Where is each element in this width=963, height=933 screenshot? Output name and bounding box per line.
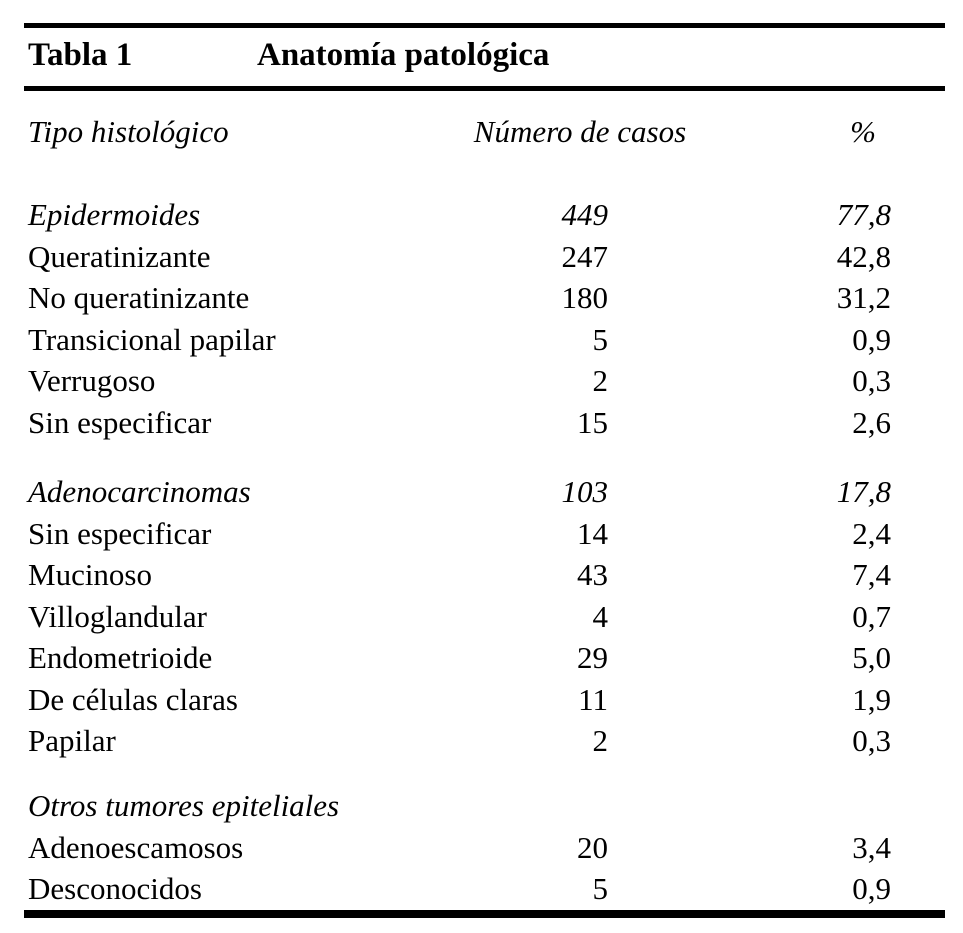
- cases-value: 11: [578, 681, 608, 717]
- row-label: Villoglandular: [28, 598, 207, 634]
- cases-value: 5: [592, 871, 609, 906]
- cases-value: 4: [592, 598, 609, 634]
- cases-value: 247: [561, 238, 609, 274]
- top-rule: [24, 23, 945, 28]
- section-spacer: [24, 762, 945, 786]
- cases-value: 29: [577, 640, 608, 675]
- row-label: Sin especificar: [28, 515, 212, 551]
- table-row: Adenoescamosos 20 3,4: [24, 827, 945, 869]
- percent-value: 0,9: [852, 321, 891, 357]
- percent-value: 1,9: [852, 681, 891, 717]
- row-label: Endometrioide: [28, 640, 213, 675]
- row-label: Adenoescamosos: [28, 829, 244, 865]
- column-header-percent: %: [850, 114, 876, 149]
- row-label: Desconocidos: [28, 871, 202, 906]
- percent-value: 2,4: [852, 515, 891, 551]
- table-row: No queratinizante 180 31,2: [24, 277, 945, 319]
- column-header-num-cases: Número de casos: [473, 114, 687, 149]
- table-body: Epidermoides 449 77,8 Queratinizante 247…: [24, 194, 945, 910]
- cases-value: 2: [592, 363, 609, 398]
- column-header-row: Tipo histológico Número de casos %: [24, 111, 945, 152]
- group-header-row: Adenocarcinomas 103 17,8: [24, 471, 945, 513]
- table-row: Sin especificar 14 2,4: [24, 513, 945, 555]
- cases-value: 15: [577, 404, 608, 440]
- table-heading: Anatomía patológica: [257, 37, 550, 73]
- table-row: Queratinizante 247 42,8: [24, 236, 945, 278]
- row-label: Sin especificar: [28, 404, 212, 440]
- cases-value: 449: [561, 197, 609, 232]
- row-label: De células claras: [28, 681, 238, 717]
- row-label: Transicional papilar: [28, 321, 276, 357]
- percent-value: 42,8: [836, 238, 891, 274]
- cases-value: 20: [577, 829, 608, 865]
- group-label: Adenocarcinomas: [28, 474, 251, 509]
- cases-value: 2: [592, 723, 609, 758]
- header-rule: [24, 86, 945, 91]
- bottom-rule: [24, 910, 945, 918]
- row-label: Mucinoso: [28, 557, 152, 592]
- table-row: Verrugoso 2 0,3: [24, 360, 945, 402]
- percent-value: 0,7: [852, 598, 891, 634]
- percent-value: 7,4: [852, 557, 891, 592]
- percent-value: 0,3: [852, 723, 891, 758]
- row-label: No queratinizante: [28, 280, 250, 315]
- table-row: Villoglandular 4 0,7: [24, 596, 945, 638]
- table-row: Papilar 2 0,3: [24, 720, 945, 762]
- percent-value: 2,6: [852, 404, 891, 440]
- section-spacer: [24, 443, 945, 471]
- group-label: Otros tumores epiteliales: [28, 788, 340, 823]
- table-row: Desconocidos 5 0,9: [24, 868, 945, 910]
- group-header-row: Epidermoides 449 77,8: [24, 194, 945, 236]
- table-row: Mucinoso 43 7,4: [24, 554, 945, 596]
- cases-value: 14: [577, 515, 608, 551]
- column-header-histologic-type: Tipo histológico: [28, 114, 229, 149]
- group-header-row: Otros tumores epiteliales: [24, 785, 945, 827]
- cases-value: 180: [561, 280, 609, 315]
- row-label: Queratinizante: [28, 238, 211, 274]
- table-row: Endometrioide 29 5,0: [24, 637, 945, 679]
- percent-value: 0,9: [852, 871, 891, 906]
- cases-value: 43: [577, 557, 608, 592]
- table-row: Sin especificar 15 2,6: [24, 402, 945, 444]
- percent-value: 77,8: [836, 197, 891, 232]
- cases-value: 103: [561, 474, 609, 509]
- percent-value: 31,2: [836, 280, 891, 315]
- row-label: Papilar: [28, 723, 116, 758]
- percent-value: 3,4: [852, 829, 891, 865]
- group-label: Epidermoides: [28, 197, 201, 232]
- percent-value: 5,0: [852, 640, 891, 675]
- percent-value: 17,8: [836, 474, 891, 509]
- row-label: Verrugoso: [28, 363, 156, 398]
- percent-value: 0,3: [852, 363, 891, 398]
- cases-value: 5: [592, 321, 609, 357]
- table-row: Transicional papilar 5 0,9: [24, 319, 945, 361]
- table-row: De células claras 11 1,9: [24, 679, 945, 721]
- table-title-row: Tabla 1 Anatomía patológica: [24, 35, 945, 76]
- table-number: Tabla 1: [28, 37, 133, 73]
